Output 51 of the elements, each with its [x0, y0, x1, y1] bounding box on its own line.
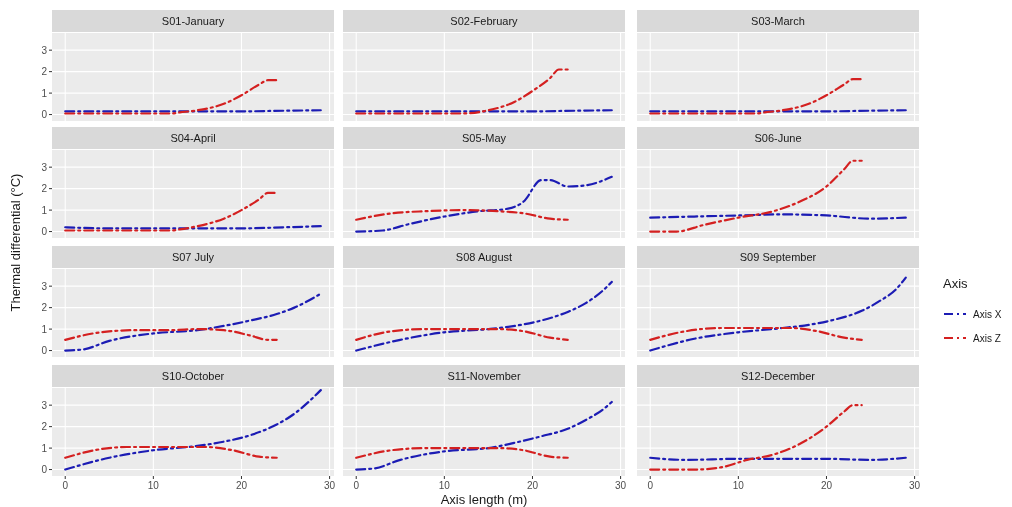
line-series [64, 328, 278, 341]
y-tick-label: 1 [41, 323, 48, 335]
x-tick-label: 20 [820, 480, 833, 491]
x-tick-label: 0 [62, 480, 69, 491]
legend-label: Axis Z [973, 333, 1001, 344]
x-tick-label: 0 [647, 480, 654, 491]
chart-title: S06-June [754, 132, 802, 144]
chart-title: S09 September [739, 251, 817, 263]
chart-title: S05-May [461, 132, 507, 144]
chart-title: S11-November [447, 370, 521, 382]
y-tick-label: 0 [41, 109, 48, 121]
x-tick-label: 10 [147, 480, 160, 491]
chart-title: S04-April [170, 132, 216, 144]
chart-title: S08 August [455, 251, 513, 263]
legend-title: Axis [943, 276, 969, 291]
y-tick-label: 1 [41, 87, 48, 99]
line-series [64, 191, 278, 232]
y-tick-label: 0 [41, 464, 48, 476]
line-series [64, 389, 322, 471]
y-tick-label: 2 [41, 421, 48, 433]
x-tick-label: 20 [526, 480, 539, 491]
x-axis-title: Axis length (m) [440, 492, 528, 507]
x-tick-label: 20 [235, 480, 248, 491]
y-tick-label: 0 [41, 226, 48, 238]
y-tick-label: 2 [41, 302, 48, 314]
y-tick-label: 0 [41, 345, 48, 357]
chart-title: S10-October [161, 370, 225, 382]
chart-title: S03-March [751, 15, 805, 27]
legend-label: Axis X [973, 309, 1002, 320]
line-series [64, 445, 278, 459]
y-tick-label: 1 [41, 442, 48, 454]
chart-title: S02-February [450, 15, 519, 27]
y-axis-title: Thermal differential (°C) [8, 173, 23, 312]
x-tick-label: 30 [615, 480, 627, 491]
chart-title: S12-December [741, 370, 816, 382]
x-tick-label: 30 [324, 480, 336, 491]
y-tick-label: 1 [41, 204, 48, 216]
line-series [64, 79, 278, 115]
x-tick-label: 10 [438, 480, 451, 491]
x-tick-label: 10 [732, 480, 745, 491]
x-tick-label: 30 [909, 480, 921, 491]
x-tick-label: 0 [353, 480, 360, 491]
y-tick-label: 3 [41, 44, 48, 56]
y-tick-label: 2 [41, 66, 48, 78]
chart-title: S07 July [171, 251, 215, 263]
y-tick-label: 3 [41, 399, 48, 411]
y-tick-label: 2 [41, 183, 48, 195]
y-tick-label: 3 [41, 161, 48, 173]
chart-title: S01-January [161, 15, 225, 27]
y-tick-label: 3 [41, 280, 48, 292]
line-series [64, 292, 322, 352]
